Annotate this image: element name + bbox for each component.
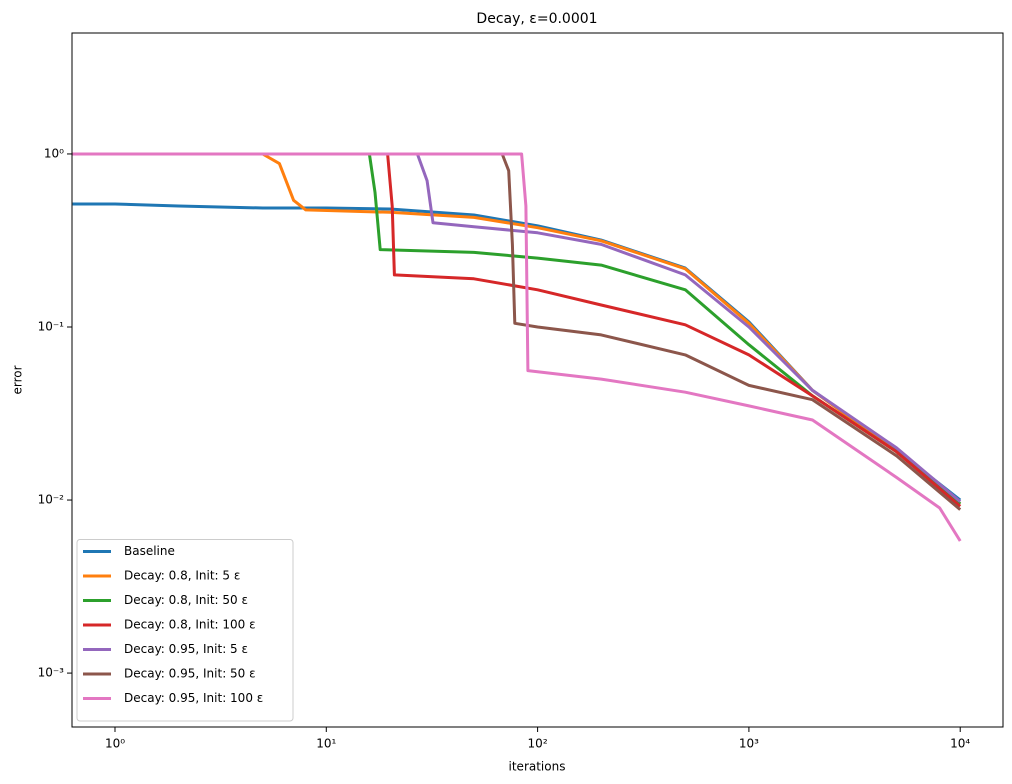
series-line: [72, 202, 962, 502]
legend-label: Decay: 0.8, Init: 50 ε: [124, 593, 248, 607]
x-tick-label: 10⁰: [105, 737, 125, 751]
series-line: [72, 152, 962, 503]
legend-box: [76, 539, 294, 722]
legend-label: Decay: 0.95, Init: 50 ε: [124, 667, 256, 681]
x-tick-label: 10¹: [316, 737, 336, 751]
plot-lines: [72, 152, 962, 542]
chart-title: Decay, ε=0.0001: [476, 11, 597, 27]
legend-label: Baseline: [124, 544, 175, 558]
y-tick-label: 10⁻¹: [38, 319, 65, 333]
legend-label: Decay: 0.95, Init: 100 ε: [124, 691, 263, 705]
x-tick-label: 10²: [528, 737, 548, 751]
series-line: [72, 152, 962, 508]
y-axis-label: error: [11, 365, 25, 394]
series-line: [72, 152, 962, 511]
y-tick-label: 10⁻²: [38, 493, 65, 507]
series-line: [72, 152, 962, 542]
legend-label: Decay: 0.95, Init: 5 ε: [124, 642, 248, 656]
y-tick-label: 10⁻³: [38, 666, 65, 680]
y-tick-label: 10⁰: [44, 146, 64, 160]
x-tick-label: 10⁴: [950, 737, 970, 751]
x-tick-label: 10³: [739, 737, 759, 751]
legend-label: Decay: 0.8, Init: 5 ε: [124, 569, 240, 583]
legend-label: Decay: 0.8, Init: 100 ε: [124, 618, 256, 632]
x-axis-label: iterations: [509, 760, 566, 774]
